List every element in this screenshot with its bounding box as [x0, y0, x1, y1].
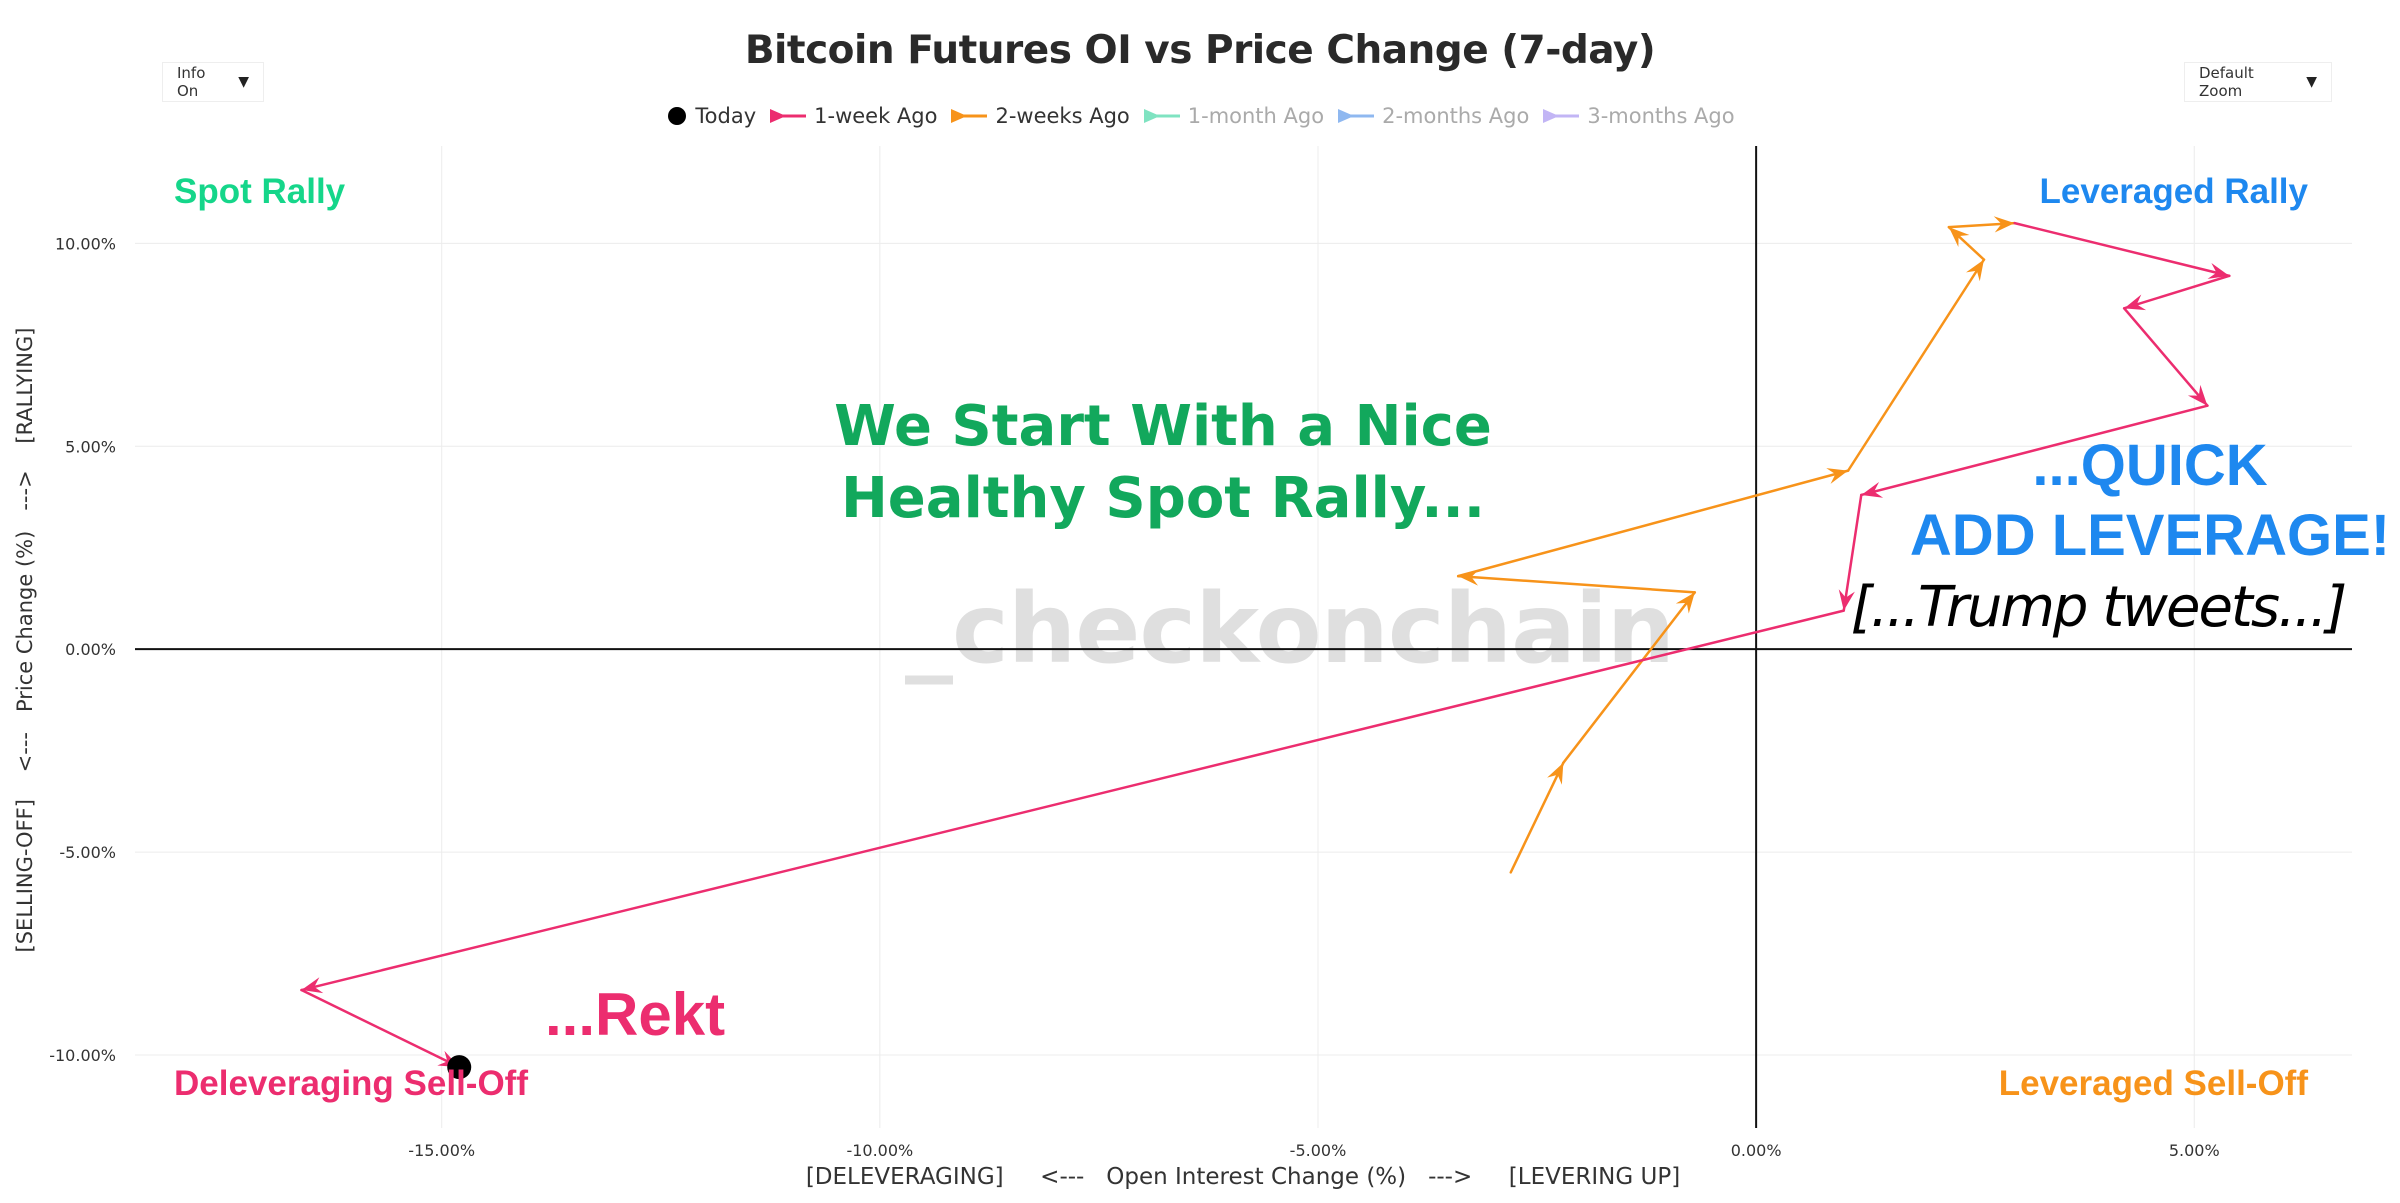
annotation-spot-line: We Start With a Nice: [834, 394, 1492, 459]
y-axis-label: [SELLING-OFF] <--- Price Change (%) --->…: [13, 328, 37, 953]
series-1-week-arrowhead: [301, 977, 324, 994]
series-1-week-arrowhead: [1838, 589, 1855, 611]
y-tick-label: -5.00%: [59, 843, 116, 862]
legend-item[interactable]: Today: [665, 104, 756, 128]
y-tick-label: 10.00%: [55, 234, 116, 253]
x-tick-label: -15.00%: [408, 1141, 475, 1160]
series-1-week-segment: [300, 988, 461, 1069]
series-2-weeks-arrowhead: [1458, 569, 1480, 586]
annotation-leverage-line: ...QUICK: [2032, 433, 2267, 498]
legend-item[interactable]: 1-month Ago: [1142, 104, 1324, 128]
chevron-down-icon: ▼: [2306, 74, 2317, 90]
watermark: _checkonchain: [905, 573, 1674, 685]
series-1-week-segment: [300, 609, 1846, 992]
legend-arrow-icon: [1143, 109, 1180, 123]
y-tick-label: 0.00%: [65, 640, 116, 659]
chart-legend: Today 1-week Ago 2-weeks Ago 1-month Ago 2-m…: [0, 104, 2400, 128]
today-point: [447, 1055, 472, 1080]
x-tick-label: -5.00%: [1290, 1141, 1347, 1160]
x-tick-label: 5.00%: [2169, 1141, 2220, 1160]
quadrant-label-top-right: Leveraged Rally: [2040, 172, 2309, 211]
annotation-leverage-line: ADD LEVERAGE!: [1910, 503, 2390, 568]
legend-item[interactable]: 1-week Ago: [768, 104, 937, 128]
y-tick-label: 5.00%: [65, 437, 116, 456]
series-1-week-arrowhead: [2207, 263, 2230, 279]
legend-arrow-icon: [1543, 109, 1580, 123]
y-tick-label: -10.00%: [49, 1046, 116, 1065]
legend-arrow-icon: [770, 109, 807, 123]
legend-label: 1-month Ago: [1187, 104, 1325, 128]
series-1-week-segment: [2013, 221, 2231, 278]
series-2-weeks-arrowhead: [1993, 216, 2015, 233]
series-1-week-segment: [2122, 307, 2209, 407]
legend-label: 2-weeks Ago: [995, 104, 1130, 128]
series-1-week-segment: [2122, 274, 2231, 310]
legend-item[interactable]: 2-weeks Ago: [949, 104, 1130, 128]
legend-arrow-icon: [1338, 109, 1375, 123]
info-toggle-dropdown[interactable]: Info On ▼: [162, 62, 264, 102]
legend-dot-icon: [668, 107, 687, 125]
annotation-spot-line: Healthy Spot Rally...: [841, 466, 1485, 531]
zoom-dropdown[interactable]: Default Zoom ▼: [2184, 62, 2332, 102]
series-1-week-segment: [1842, 493, 1863, 612]
legend-label: Today: [695, 104, 757, 128]
series-2-weeks-arrowhead: [1948, 227, 1970, 248]
x-tick-label: -10.00%: [846, 1141, 913, 1160]
series-1-week-arrowhead: [1861, 481, 1884, 498]
legend-item[interactable]: 2-months Ago: [1336, 104, 1529, 128]
series-1-week-arrowhead: [2187, 384, 2208, 406]
annotation-rekt-line: ...Rekt: [545, 981, 725, 1048]
series-2-weeks-segment: [1562, 591, 1697, 765]
legend-label: 1-week Ago: [814, 104, 938, 128]
legend-item[interactable]: 3-months Ago: [1541, 104, 1735, 128]
x-tick-label: 0.00%: [1731, 1141, 1782, 1160]
series-2-weeks-arrowhead: [1966, 259, 1984, 282]
series-2-weeks-arrowhead: [1826, 468, 1849, 484]
chart-title: Bitcoin Futures OI vs Price Change (7-da…: [744, 28, 1656, 73]
zoom-dropdown-label: Default Zoom: [2199, 64, 2254, 100]
series-1-week-segment: [1860, 404, 2209, 497]
x-axis-label: [DELEVERAGING] <--- Open Interest Change…: [806, 1164, 1680, 1190]
quadrant-label-bottom-right: Leveraged Sell-Off: [1999, 1064, 2309, 1103]
series-2-weeks-segment: [1509, 761, 1565, 874]
info-toggle-label: Info On: [177, 64, 206, 100]
quadrant-label-top-left: Spot Rally: [174, 172, 346, 211]
annotation-trump-line: [...Trump tweets...]: [1851, 575, 2346, 640]
series-2-weeks-arrowhead: [1675, 592, 1695, 614]
legend-label: 3-months Ago: [1587, 104, 1735, 128]
series-2-weeks-segment: [1456, 469, 1850, 578]
chevron-down-icon: ▼: [238, 74, 249, 90]
legend-arrow-icon: [951, 109, 988, 123]
series-2-weeks-segment: [1456, 574, 1697, 594]
series-2-weeks-arrowhead: [1547, 762, 1564, 785]
series-1-week-arrowhead: [2124, 294, 2147, 311]
series-2-weeks-segment: [1846, 258, 1986, 472]
legend-label: 2-months Ago: [1382, 104, 1530, 128]
quadrant-label-bottom-left: Deleveraging Sell-Off: [174, 1064, 528, 1103]
